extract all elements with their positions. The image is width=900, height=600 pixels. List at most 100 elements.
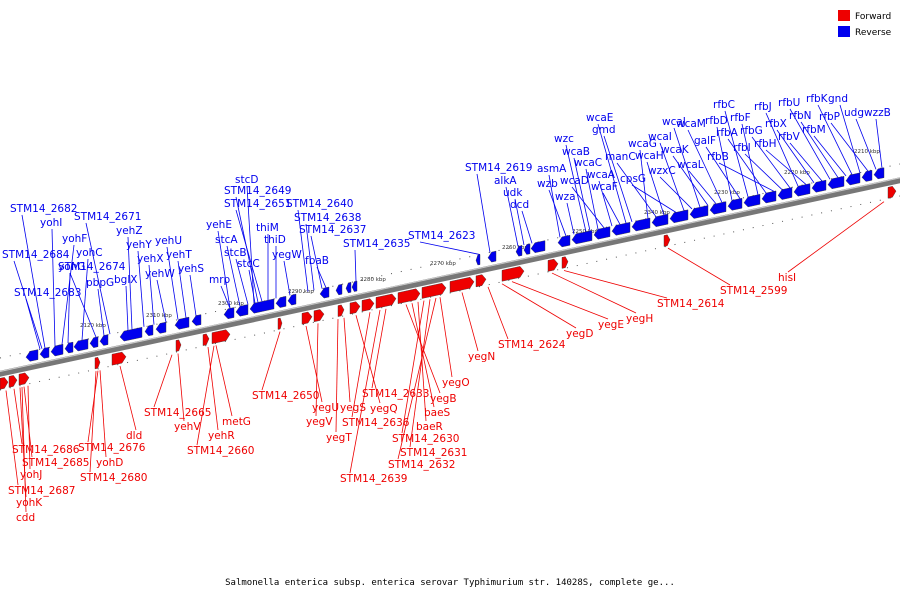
reverse-gene-arrow[interactable] xyxy=(174,316,190,330)
gene-label-yehs[interactable]: yehS xyxy=(178,263,204,275)
reverse-gene-arrow[interactable] xyxy=(487,250,497,263)
gene-label-yehy[interactable]: yehY xyxy=(126,239,152,251)
forward-gene-arrow[interactable] xyxy=(349,301,361,315)
reverse-gene-arrow[interactable] xyxy=(523,243,531,255)
gene-label-stm14-2640[interactable]: STM14_2640 xyxy=(286,198,353,210)
gene-label-wcag[interactable]: wcaG xyxy=(628,138,657,150)
gene-label-wcac[interactable]: wcaC xyxy=(574,157,602,169)
gene-label-wcae[interactable]: wcaE xyxy=(586,112,613,124)
gene-label-wcab[interactable]: wcaB xyxy=(562,146,590,158)
gene-label-udg[interactable]: udg xyxy=(844,107,864,119)
gene-label-rfbj[interactable]: rfbJ xyxy=(754,101,772,113)
forward-gene-arrow[interactable] xyxy=(337,304,345,317)
gene-label-stm14-2676[interactable]: STM14_2676 xyxy=(78,442,146,454)
gene-label-yehx[interactable]: yehX xyxy=(137,253,164,265)
gene-label-stm14-2631[interactable]: STM14_2631 xyxy=(400,447,467,459)
reverse-gene-arrow[interactable] xyxy=(249,298,275,314)
gene-label-asma[interactable]: asmA xyxy=(537,163,567,175)
gene-label-hisi[interactable]: hisI xyxy=(778,272,796,284)
gene-label-yohg[interactable]: yohG xyxy=(58,261,85,273)
gene-label-rfbu[interactable]: rfbU xyxy=(778,97,800,109)
gene-label-wcah[interactable]: wcaH xyxy=(635,150,664,162)
reverse-gene-arrow[interactable] xyxy=(345,282,352,294)
reverse-gene-arrow[interactable] xyxy=(827,176,845,190)
gene-label-stm14-2632[interactable]: STM14_2632 xyxy=(388,459,455,471)
gene-label-dld[interactable]: dld xyxy=(126,430,142,442)
reverse-gene-arrow[interactable] xyxy=(669,209,689,224)
gene-label-baes[interactable]: baeS xyxy=(424,407,451,419)
gene-label-rfbf[interactable]: rfbF xyxy=(730,112,751,124)
reverse-gene-arrow[interactable] xyxy=(319,286,330,299)
gene-label-rfbk[interactable]: rfbK xyxy=(806,93,829,105)
legend-item-forward[interactable]: Forward xyxy=(838,10,891,22)
gene-label-wcai[interactable]: wcaI xyxy=(648,131,672,143)
gene-label-stm14-2635[interactable]: STM14_2635 xyxy=(343,238,410,250)
gene-label-wzxc[interactable]: wzxC xyxy=(648,165,676,177)
gene-label-rfbd[interactable]: rfbD xyxy=(705,115,728,127)
reverse-gene-arrow[interactable] xyxy=(743,194,761,208)
gene-label-yohf[interactable]: yohF xyxy=(62,233,87,245)
forward-gene-arrow[interactable] xyxy=(211,329,231,344)
legend-item-reverse[interactable]: Reverse xyxy=(838,26,892,38)
gene-label-wcad[interactable]: wcaD xyxy=(560,175,589,187)
reverse-gene-arrow[interactable] xyxy=(475,254,481,266)
gene-label-stca[interactable]: stcA xyxy=(215,234,238,246)
reverse-gene-arrow[interactable] xyxy=(861,169,873,182)
gene-label-udk[interactable]: udk xyxy=(503,187,523,199)
gene-label-stm14-2683[interactable]: STM14_2683 xyxy=(14,287,81,299)
reverse-gene-arrow[interactable] xyxy=(845,172,861,186)
reverse-gene-arrow[interactable] xyxy=(155,321,167,334)
gene-label-wcal[interactable]: wcaL xyxy=(677,159,704,171)
forward-gene-arrow[interactable] xyxy=(663,234,671,247)
reverse-gene-arrow[interactable] xyxy=(335,283,343,296)
reverse-gene-arrow[interactable] xyxy=(611,222,631,236)
reverse-gene-arrow[interactable] xyxy=(64,341,74,354)
gene-label-yegv[interactable]: yegV xyxy=(306,416,333,428)
gene-label-cpsg[interactable]: cpsG xyxy=(620,173,646,185)
reverse-gene-arrow[interactable] xyxy=(793,183,811,197)
gene-label-wcaj[interactable]: wcaJ xyxy=(662,116,686,128)
reverse-gene-arrow[interactable] xyxy=(25,349,39,362)
forward-gene-arrow[interactable] xyxy=(361,298,375,312)
gene-label-yeht[interactable]: yehT xyxy=(166,249,192,261)
gene-label-rfba[interactable]: rfbA xyxy=(716,127,739,139)
gene-label-yegn[interactable]: yegN xyxy=(468,351,495,363)
gene-label-rfbx[interactable]: rfbX xyxy=(765,118,787,130)
forward-gene-arrow[interactable] xyxy=(561,256,569,269)
gene-label-stm14-2630[interactable]: STM14_2630 xyxy=(392,433,459,445)
reverse-gene-arrow[interactable] xyxy=(689,205,709,219)
reverse-gene-arrow[interactable] xyxy=(39,347,50,359)
gene-label-stcd[interactable]: stcD xyxy=(235,174,258,186)
forward-gene-arrow[interactable] xyxy=(94,357,101,370)
gene-label-yegt[interactable]: yegT xyxy=(326,432,352,444)
gene-label-manc[interactable]: manC xyxy=(605,151,636,163)
gene-label-wzzb[interactable]: wzzB xyxy=(864,107,891,119)
gene-label-thim[interactable]: thiM xyxy=(256,222,279,234)
gene-label-stm14-2649[interactable]: STM14_2649 xyxy=(224,185,291,197)
gene-label-rfbi[interactable]: rfbI xyxy=(733,142,751,154)
gene-label-wcaf[interactable]: wcaF xyxy=(591,181,618,193)
gene-label-yegu[interactable]: yegU xyxy=(312,402,339,414)
gene-label-stm14-2599[interactable]: STM14_2599 xyxy=(720,285,787,297)
gene-label-stm14-2637[interactable]: STM14_2637 xyxy=(299,224,366,236)
gene-label-stcc[interactable]: stcC xyxy=(237,258,260,270)
gene-label-rfbv[interactable]: rfbV xyxy=(778,131,801,143)
gene-label-stm14-2651[interactable]: STM14_2651 xyxy=(224,198,291,210)
gene-label-wcaa[interactable]: wcaA xyxy=(587,169,616,181)
reverse-gene-arrow[interactable] xyxy=(89,336,99,348)
gene-label-dcd[interactable]: dcd xyxy=(510,199,529,211)
reverse-gene-arrow[interactable] xyxy=(651,213,669,227)
gene-label-yohi[interactable]: yohI xyxy=(40,217,62,229)
gene-label-alka[interactable]: alkA xyxy=(494,175,517,187)
gene-label-yohd[interactable]: yohD xyxy=(96,457,123,469)
gene-label-stm14-2671[interactable]: STM14_2671 xyxy=(74,211,141,223)
reverse-gene-arrow[interactable] xyxy=(223,307,235,320)
gene-label-galf[interactable]: galF xyxy=(694,135,716,147)
forward-gene-arrow[interactable] xyxy=(175,339,182,352)
reverse-gene-arrow[interactable] xyxy=(99,334,109,346)
reverse-gene-arrow[interactable] xyxy=(235,304,249,317)
gene-label-fbab[interactable]: fbaB xyxy=(305,255,329,267)
reverse-gene-arrow[interactable] xyxy=(530,240,546,253)
reverse-gene-arrow[interactable] xyxy=(557,234,571,248)
gene-label-rfbg[interactable]: rfbG xyxy=(740,125,763,137)
